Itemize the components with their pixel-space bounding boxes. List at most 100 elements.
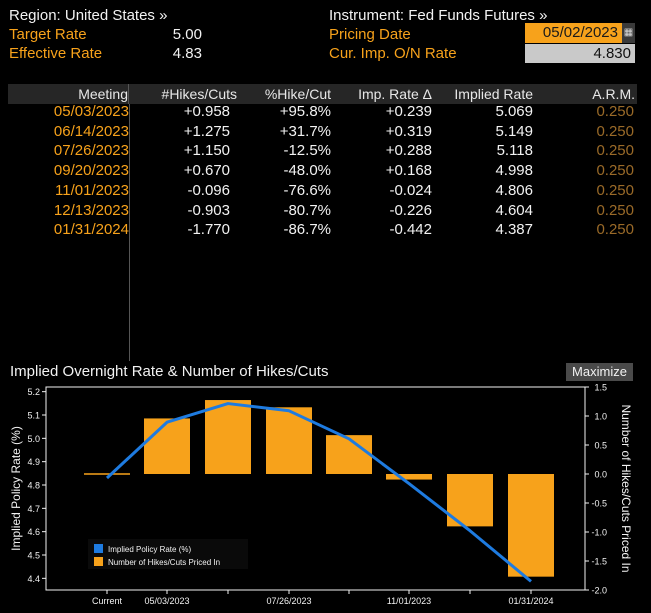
- cell-imp-rate-delta: +0.319: [385, 122, 432, 140]
- plot-frame: [45, 386, 586, 591]
- legend-swatch-rate: [94, 544, 103, 553]
- right-tick-label: -2.0: [591, 586, 607, 596]
- left-axis-label: Implied Policy Rate (%): [9, 426, 23, 551]
- cur-imp-input[interactable]: 4.830: [525, 44, 635, 63]
- cell-meeting-date: 12/13/2023: [53, 201, 129, 219]
- bar-09/20/2023: [326, 435, 372, 474]
- pricing-date-input[interactable]: 05/02/2023: [525, 23, 622, 43]
- calendar-icon[interactable]: ▦: [622, 23, 635, 43]
- left-tick-label: 5.2: [27, 387, 40, 397]
- right-tick-label: 0.5: [594, 441, 607, 451]
- table-row[interactable]: 06/14/2023 +1.275 +31.7% +0.319 5.149 0.250: [8, 122, 637, 142]
- cell-arm: 0.250: [596, 162, 634, 180]
- implied-rate-line: [105, 402, 532, 583]
- cell-implied-rate: 4.604: [495, 201, 533, 219]
- left-tick-label: 4.4: [27, 574, 40, 584]
- right-axis-label: Number of Hikes/Cuts Priced In: [619, 404, 633, 572]
- cell-pct-hike-cut: +95.8%: [279, 103, 331, 120]
- target-rate-value: 5.00: [172, 26, 202, 43]
- target-rate-label: Target Rate: [9, 26, 87, 43]
- cell-hikes-cuts: -0.903: [187, 201, 230, 219]
- right-tick-label: 1.5: [594, 383, 607, 393]
- table-row[interactable]: 01/31/2024 -1.770 -86.7% -0.442 4.387 0.250: [8, 220, 637, 240]
- cell-pct-hike-cut: -76.6%: [283, 181, 331, 199]
- cell-hikes-cuts: -1.770: [187, 221, 230, 239]
- legend-label-rate: Implied Policy Rate (%): [108, 545, 191, 554]
- region-selector[interactable]: Region: United States »: [9, 7, 168, 24]
- bar-06/14/2023: [205, 400, 251, 474]
- x-tick-label: 01/31/2024: [508, 596, 553, 606]
- cell-imp-rate-delta: -0.024: [389, 181, 432, 199]
- effective-rate-value: 4.83: [172, 45, 202, 62]
- cell-meeting-date: 01/31/2024: [53, 221, 129, 239]
- table-row[interactable]: 07/26/2023 +1.150 -12.5% +0.288 5.118 0.250: [8, 141, 637, 161]
- cell-pct-hike-cut: -86.7%: [283, 221, 331, 239]
- chart-title: Implied Overnight Rate & Number of Hikes…: [10, 363, 329, 380]
- bar-05/03/2023: [144, 418, 190, 474]
- table-row[interactable]: 12/13/2023 -0.903 -80.7% -0.226 4.604 0.250: [8, 201, 637, 221]
- left-tick-label: 4.9: [27, 457, 40, 467]
- cell-hikes-cuts: +1.150: [183, 142, 230, 160]
- cell-imp-rate-delta: +0.288: [385, 142, 432, 160]
- cell-implied-rate: 4.387: [495, 221, 533, 239]
- cell-meeting-date: 06/14/2023: [53, 122, 129, 140]
- cell-meeting-date: 11/01/2023: [55, 181, 129, 199]
- cell-imp-rate-delta: -0.442: [389, 221, 432, 239]
- maximize-button[interactable]: Maximize: [566, 363, 633, 381]
- left-tick-label: 5.1: [27, 411, 40, 421]
- cell-meeting-date: 05/03/2023: [53, 103, 129, 120]
- instrument-selector[interactable]: Instrument: Fed Funds Futures »: [329, 7, 548, 24]
- cell-pct-hike-cut: +31.7%: [279, 122, 331, 140]
- bar-01/31/2024: [508, 474, 554, 577]
- pricing-date-label: Pricing Date: [329, 26, 411, 43]
- table-row[interactable]: 11/01/2023 -0.096 -76.6% -0.024 4.806 0.250: [8, 181, 637, 201]
- cell-hikes-cuts: +1.275: [183, 122, 230, 140]
- right-tick-label: -1.0: [591, 528, 607, 538]
- cell-arm: 0.250: [596, 221, 634, 239]
- x-tick-label: 05/03/2023: [144, 596, 189, 606]
- cell-implied-rate: 4.998: [495, 162, 533, 180]
- cell-meeting-date: 09/20/2023: [53, 162, 129, 180]
- top-clipped-text: [497, 0, 647, 4]
- cell-implied-rate: 5.069: [495, 103, 533, 120]
- x-tick-label: Current: [92, 596, 123, 606]
- cell-pct-hike-cut: -12.5%: [283, 142, 331, 160]
- effective-rate-label: Effective Rate: [9, 45, 103, 62]
- chart-svg: 5.2 5.1 5.0 4.9 4.8 4.7 4.6 4.5 4.4 1.5 1.0 0.5 0.0 -…: [9, 383, 633, 607]
- cell-implied-rate: 5.149: [495, 122, 533, 140]
- cell-imp-rate-delta: +0.239: [385, 103, 432, 120]
- col-meeting[interactable]: Meeting: [8, 84, 129, 104]
- cell-arm: 0.250: [596, 103, 634, 120]
- cell-implied-rate: 4.806: [495, 181, 533, 199]
- table-row[interactable]: 09/20/2023 +0.670 -48.0% +0.168 4.998 0.250: [8, 161, 637, 181]
- legend-box: [88, 539, 248, 569]
- legend-label-hikes: Number of Hikes/Cuts Priced In: [108, 558, 220, 567]
- cell-meeting-date: 07/26/2023: [53, 142, 129, 160]
- table-row[interactable]: 05/03/2023 +0.958 +95.8% +0.239 5.069 0.250: [8, 102, 637, 122]
- cell-hikes-cuts: +0.958: [183, 103, 230, 120]
- col-imp-rate-delta[interactable]: Imp. Rate Δ: [358, 86, 432, 102]
- col-implied-rate[interactable]: Implied Rate: [454, 86, 533, 102]
- col-pct-hike-cut[interactable]: %Hike/Cut: [264, 86, 331, 102]
- left-tick-label: 5.0: [27, 434, 40, 444]
- right-tick-label: -1.5: [591, 557, 607, 567]
- legend-swatch-hikes: [94, 557, 103, 566]
- table-header: Meeting #Hikes/Cuts %Hike/Cut Imp. Rate …: [8, 84, 637, 104]
- cell-pct-hike-cut: -48.0%: [283, 162, 331, 180]
- column-divider: [129, 104, 130, 361]
- cell-hikes-cuts: -0.096: [187, 181, 230, 199]
- cell-imp-rate-delta: -0.226: [389, 201, 432, 219]
- right-tick-label: 0.0: [594, 470, 607, 480]
- left-tick-label: 4.8: [27, 481, 40, 491]
- col-arm[interactable]: A.R.M.: [592, 86, 635, 102]
- right-tick-label: 1.0: [594, 412, 607, 422]
- cell-arm: 0.250: [596, 201, 634, 219]
- left-tick-label: 4.7: [27, 504, 40, 514]
- cur-imp-label: Cur. Imp. O/N Rate: [329, 45, 457, 62]
- cell-arm: 0.250: [596, 181, 634, 199]
- col-hikes-cuts[interactable]: #Hikes/Cuts: [161, 86, 237, 102]
- cell-arm: 0.250: [596, 142, 634, 160]
- cell-arm: 0.250: [596, 122, 634, 140]
- left-tick-label: 4.5: [27, 551, 40, 561]
- left-tick-label: 4.6: [27, 527, 40, 537]
